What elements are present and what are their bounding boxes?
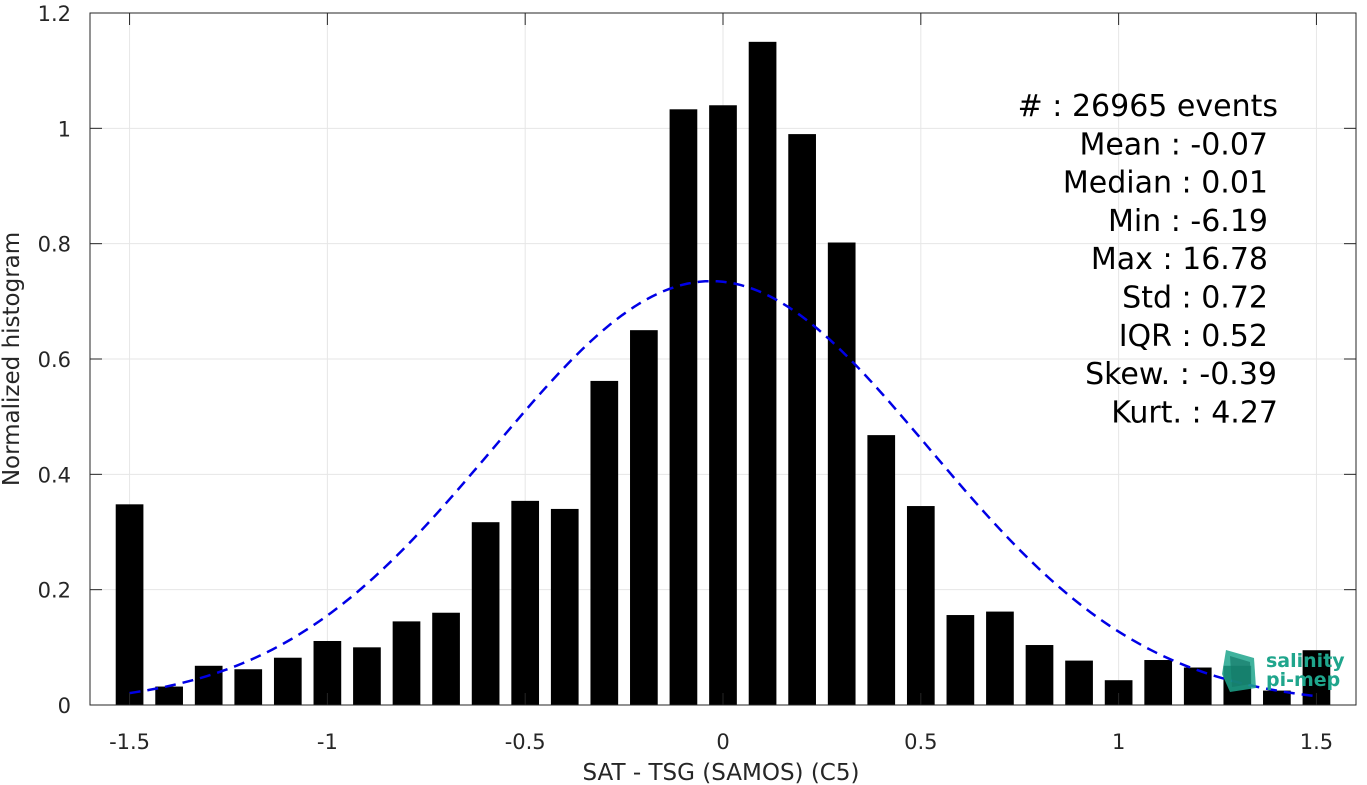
stat-line-3: Min : -6.19: [1108, 204, 1268, 239]
x-tick-label-5: 1: [1112, 730, 1125, 754]
bar-14: [669, 109, 698, 705]
x-tick-label-1: -1: [317, 730, 338, 754]
logo-line-2: pi-mep: [1266, 669, 1340, 691]
bar-24: [1065, 660, 1093, 705]
bar-4: [273, 657, 302, 705]
gaussian-fit-curve: [129, 279, 1317, 698]
y-tick-label-0: 0: [58, 694, 71, 718]
stat-line-5: Std : 0.72: [1122, 281, 1268, 316]
bar-29: [1263, 690, 1291, 705]
bar-10: [511, 500, 540, 705]
salinity-pi-mep-logo: salinity pi-mep: [1222, 650, 1345, 692]
bars: [115, 41, 1331, 706]
bar-12: [590, 380, 619, 705]
bar-13: [630, 330, 658, 705]
bar-23: [1025, 645, 1054, 705]
bar-0: [115, 504, 144, 705]
bar-18: [827, 242, 856, 705]
stat-line-4: Max : 16.78: [1091, 242, 1268, 277]
y-tick-label-2: 0.4: [38, 463, 71, 487]
bar-27: [1183, 667, 1212, 705]
x-tick-label-6: 1.5: [1300, 730, 1333, 754]
stat-line-8: Kurt. : 4.27: [1111, 395, 1278, 430]
bar-9: [471, 522, 500, 705]
y-tick-label-3: 0.6: [38, 348, 71, 372]
bar-26: [1144, 660, 1173, 705]
y-tick-label-1: 0.2: [38, 579, 71, 603]
x-tick-label-2: -0.5: [505, 730, 546, 754]
stat-line-2: Median : 0.01: [1063, 166, 1268, 201]
bar-1: [155, 686, 183, 705]
y-tick-label-4: 0.8: [38, 233, 71, 257]
bar-21: [946, 615, 975, 705]
x-tick-label-3: 0: [716, 730, 729, 754]
bar-19: [867, 435, 896, 705]
bar-15: [709, 105, 737, 706]
bar-17: [788, 134, 816, 706]
stat-line-0: # : 26965 events: [1018, 89, 1278, 124]
y-tick-label-5: 1: [58, 117, 71, 141]
bar-6: [353, 647, 381, 705]
stat-line-1: Mean : -0.07: [1079, 127, 1268, 162]
y-axis-label: Normalized histogram: [0, 232, 25, 486]
bar-3: [234, 669, 263, 705]
y-tick-label-6: 1.2: [38, 2, 71, 26]
x-axis-label: SAT - TSG (SAMOS) (C5): [583, 760, 860, 785]
bar-11: [550, 508, 579, 705]
y-tick-labels: 0 0.2 0.4 0.6 0.8 1 1.2: [38, 2, 71, 718]
stat-line-6: IQR : 0.52: [1119, 319, 1268, 354]
x-tick-labels: -1.5 -1 -0.5 0 0.5 1 1.5: [109, 730, 1333, 754]
bar-20: [906, 506, 935, 705]
bar-8: [432, 612, 460, 705]
x-tick-label-4: 0.5: [904, 730, 937, 754]
axis-ticks: [90, 12, 1356, 706]
logo-line-1: salinity: [1266, 650, 1345, 672]
bar-22: [986, 611, 1014, 705]
bar-7: [392, 621, 421, 705]
x-tick-label-0: -1.5: [109, 730, 150, 754]
bar-16: [748, 41, 777, 706]
stat-line-7: Skew. : -0.39: [1085, 357, 1277, 392]
